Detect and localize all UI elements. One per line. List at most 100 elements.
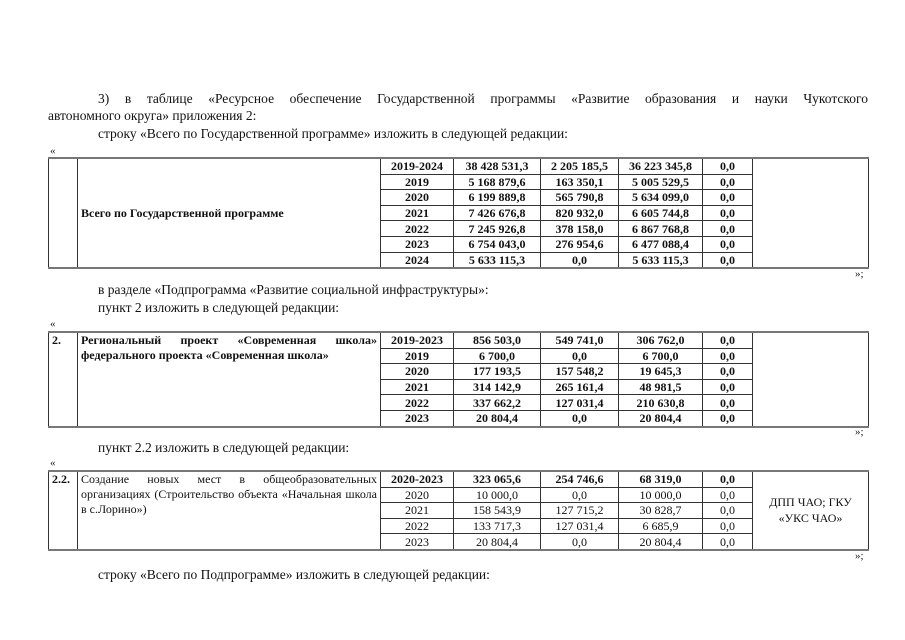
amount-cell: 0,0: [702, 378, 753, 396]
amount-cell: 30 828,7: [618, 502, 703, 519]
section3-line-1: пункт 2.2 изложить в следующей редакции:: [98, 440, 350, 455]
amount-cell: 38 428 531,3: [453, 157, 541, 175]
year-cell: 2019-2023: [380, 331, 454, 349]
year-cell: 2021: [380, 378, 454, 396]
year-cell: 2020-2023: [380, 470, 454, 488]
intro-line-1: 3) в таблице «Ресурсное обеспечение Госу…: [98, 91, 868, 106]
amount-cell: 0,0: [702, 347, 753, 365]
amount-cell: 127 715,2: [540, 502, 619, 519]
section2-line-2: пункт 2 изложить в следующей редакции:: [98, 300, 340, 315]
amount-cell: 10 000,0: [453, 486, 541, 504]
item-name: Создание новых мест в общеобразовательны…: [77, 470, 381, 551]
quote-close-2: »;: [855, 426, 864, 438]
amount-cell: 210 630,8: [618, 394, 703, 411]
item-name: Всего по Государственной программе: [77, 157, 381, 269]
intro-line-3: строку «Всего по Государственной програм…: [98, 126, 568, 141]
amount-cell: 549 741,0: [540, 331, 619, 349]
amount-cell: 20 804,4: [618, 409, 703, 428]
amount-cell: 0,0: [702, 533, 753, 551]
amount-cell: 5 633 115,3: [618, 251, 703, 269]
amount-cell: 0,0: [702, 409, 753, 428]
table-state-program-total: Всего по Государственной программе 2019-2…: [48, 157, 869, 270]
year-cell: 2019: [380, 173, 454, 191]
section2-line-1: в разделе «Подпрограмма «Развитие социал…: [98, 282, 489, 297]
year-cell: 2019: [380, 347, 454, 365]
quote-open-1: «: [50, 145, 56, 157]
amount-cell: 6 605 744,8: [618, 204, 703, 222]
amount-cell: 6 700,0: [618, 347, 703, 365]
executor-cell: [752, 331, 869, 428]
amount-cell: 0,0: [540, 347, 619, 365]
amount-cell: 0,0: [702, 394, 753, 411]
amount-cell: 0,0: [702, 486, 753, 504]
table-row: Всего по Государственной программе 2019-2…: [48, 157, 869, 269]
amount-cell: 127 031,4: [540, 394, 619, 411]
amount-cell: 0,0: [702, 517, 753, 535]
year-cell: 2022: [380, 220, 454, 237]
amount-cell: 177 193,5: [453, 363, 541, 380]
intro-line-2: автономного округа» приложения 2:: [48, 108, 257, 123]
amount-cell: 265 161,4: [540, 378, 619, 396]
amount-cell: 20 804,4: [453, 409, 541, 428]
item-number: 2.: [48, 331, 78, 428]
table-row: 2021 7 426 676,8 820 932,0 6 605 744,8 0,0: [49, 204, 869, 222]
amount-cell: 7 426 676,8: [453, 204, 541, 222]
table-new-school-places: 2.2. Создание новых мест в общеобразовате…: [48, 470, 869, 551]
amount-cell: 20 804,4: [453, 533, 541, 551]
amount-cell: 5 633 115,3: [453, 251, 541, 269]
amount-cell: 19 645,3: [618, 363, 703, 380]
amount-cell: 276 954,6: [540, 235, 619, 253]
year-cell: 2020: [380, 486, 454, 504]
amount-cell: 0,0: [540, 486, 619, 504]
year-cell: 2021: [380, 502, 454, 519]
amount-cell: 0,0: [540, 409, 619, 428]
section4-line-1: строку «Всего по Подпрограмме» изложить …: [98, 567, 490, 582]
item-number: 2.2.: [48, 470, 78, 551]
year-cell: 2020: [380, 363, 454, 380]
amount-cell: 127 031,4: [540, 517, 619, 535]
year-cell: 2021: [380, 204, 454, 222]
amount-cell: 2 205 185,5: [540, 157, 619, 175]
amount-cell: 6 477 088,4: [618, 235, 703, 253]
table-row: 2023 20 804,4 0,0 20 804,4 0,0: [49, 409, 869, 428]
table-row: 2023 20 804,4 0,0 20 804,4 0,0: [49, 533, 869, 551]
amount-cell: 6 199 889,8: [453, 189, 541, 206]
amount-cell: 7 245 926,8: [453, 220, 541, 237]
amount-cell: 337 662,2: [453, 394, 541, 411]
amount-cell: 163 350,1: [540, 173, 619, 191]
amount-cell: 856 503,0: [453, 331, 541, 349]
amount-cell: 36 223 345,8: [618, 157, 703, 175]
quote-open-3: «: [50, 457, 56, 469]
amount-cell: 306 762,0: [618, 331, 703, 349]
amount-cell: 0,0: [702, 470, 753, 488]
table-row: 2. Региональный проект «Современная школа…: [48, 331, 869, 428]
amount-cell: 6 754 043,0: [453, 235, 541, 253]
amount-cell: 0,0: [540, 533, 619, 551]
amount-cell: 820 932,0: [540, 204, 619, 222]
executor-cell: ДПП ЧАО; ГКУ «УКС ЧАО»: [752, 470, 869, 551]
amount-cell: 6 867 768,8: [618, 220, 703, 237]
amount-cell: 0,0: [702, 251, 753, 269]
amount-cell: 5 168 879,6: [453, 173, 541, 191]
amount-cell: 323 065,6: [453, 470, 541, 488]
table-row: 2024 5 633 115,3 0,0 5 633 115,3 0,0: [49, 251, 869, 269]
executor-cell: [752, 157, 869, 269]
quote-close-1: »;: [855, 268, 864, 280]
year-cell: 2022: [380, 394, 454, 411]
amount-cell: 0,0: [702, 502, 753, 519]
table-regional-project: 2. Региональный проект «Современная школа…: [48, 331, 869, 428]
amount-cell: 314 142,9: [453, 378, 541, 396]
item-name: Региональный проект «Современная школа» …: [77, 331, 381, 428]
year-cell: 2023: [380, 409, 454, 428]
quote-close-3: »;: [855, 550, 864, 562]
amount-cell: 254 746,6: [540, 470, 619, 488]
amount-cell: 0,0: [540, 251, 619, 269]
amount-cell: 133 717,3: [453, 517, 541, 535]
amount-cell: 0,0: [702, 220, 753, 237]
amount-cell: 158 543,9: [453, 502, 541, 519]
quote-open-2: «: [50, 318, 56, 330]
amount-cell: 0,0: [702, 157, 753, 175]
year-cell: 2022: [380, 517, 454, 535]
amount-cell: 6 700,0: [453, 347, 541, 365]
item-number: [48, 157, 78, 269]
